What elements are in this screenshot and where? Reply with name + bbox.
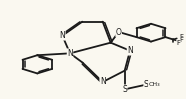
- Text: N: N: [127, 46, 133, 55]
- Text: N: N: [100, 78, 105, 87]
- Text: F: F: [180, 37, 184, 43]
- Text: O: O: [116, 28, 122, 37]
- Text: N: N: [67, 49, 73, 58]
- Text: CH₃: CH₃: [148, 82, 160, 87]
- Text: F: F: [180, 34, 184, 40]
- Text: S: S: [144, 80, 148, 89]
- Text: F: F: [177, 40, 180, 46]
- Text: S: S: [122, 85, 127, 94]
- Text: N: N: [60, 31, 65, 40]
